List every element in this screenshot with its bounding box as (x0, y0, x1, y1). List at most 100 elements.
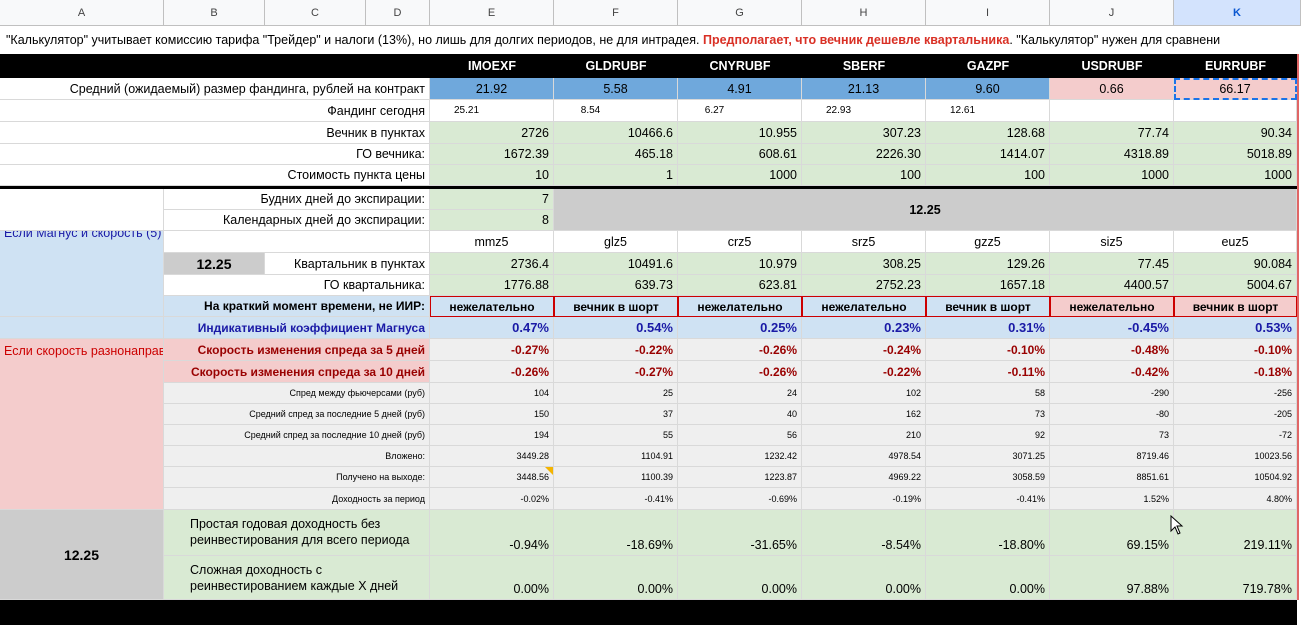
go-perp-cnyrubf[interactable]: 608.61 (678, 144, 802, 165)
avg-spread-10-eurrubf[interactable]: -72 (1174, 425, 1297, 446)
point-cost-sberf[interactable]: 100 (802, 165, 926, 186)
column-header-h[interactable]: H (802, 0, 926, 26)
speed10-usdrubf[interactable]: -0.42% (1050, 361, 1174, 383)
magnus-gldrubf[interactable]: 0.54% (554, 317, 678, 339)
code-glz5[interactable]: glz5 (554, 231, 678, 253)
funding-today-cnyrubf[interactable]: 6.27 (678, 100, 802, 122)
period-yield-label[interactable]: Доходность за период (164, 488, 430, 510)
avg-spread-10-sberf[interactable]: 210 (802, 425, 926, 446)
speed10-imoexf[interactable]: -0.26% (430, 361, 554, 383)
short-term-label[interactable]: На краткий момент времени, не ИИР: (164, 296, 430, 317)
received-eurrubf[interactable]: 10504.92 (1174, 467, 1297, 488)
quarterly-points-imoexf[interactable]: 2736.4 (430, 253, 554, 275)
simple-yield-eurrubf[interactable]: 219.11% (1174, 510, 1297, 556)
simple-yield-usdrubf[interactable]: 69.15% (1050, 510, 1174, 556)
invested-label[interactable]: Вложено: (164, 446, 430, 467)
perp-points-usdrubf[interactable]: 77.74 (1050, 122, 1174, 144)
go-quarterly-cnyrubf[interactable]: 623.81 (678, 275, 802, 296)
funding-today-usdrubf[interactable] (1050, 100, 1174, 122)
avg-funding-imoexf[interactable]: 21.92 (430, 78, 554, 100)
simple-yield-sberf[interactable]: -8.54% (802, 510, 926, 556)
invested-eurrubf[interactable]: 10023.56 (1174, 446, 1297, 467)
period-yield-gldrubf[interactable]: -0.41% (554, 488, 678, 510)
short-term-gazpf[interactable]: вечник в шорт (926, 296, 1050, 317)
period-yield-cnyrubf[interactable]: -0.69% (678, 488, 802, 510)
funding-today-gldrubf[interactable]: 8.54 (554, 100, 678, 122)
column-header-a[interactable]: A (0, 0, 164, 26)
magnus-usdrubf[interactable]: -0.45% (1050, 317, 1174, 339)
compound-yield-sberf[interactable]: 0.00% (802, 556, 926, 600)
avg-spread-10-label[interactable]: Средний спред за последние 10 дней (руб) (164, 425, 430, 446)
quarterly-points-label[interactable]: Квартальник в пунктах (265, 253, 430, 275)
received-usdrubf[interactable]: 8851.61 (1050, 467, 1174, 488)
left-blank-cell[interactable] (0, 189, 164, 231)
spread-gazpf[interactable]: 58 (926, 383, 1050, 404)
funding-today-sberf[interactable]: 22.93 (802, 100, 926, 122)
column-header-c[interactable]: C (265, 0, 366, 26)
received-gldrubf[interactable]: 1100.39 (554, 467, 678, 488)
perp-points-eurrubf[interactable]: 90.34 (1174, 122, 1297, 144)
code-mmz5[interactable]: mmz5 (430, 231, 554, 253)
perp-points-sberf[interactable]: 307.23 (802, 122, 926, 144)
perp-points-cnyrubf[interactable]: 10.955 (678, 122, 802, 144)
column-header-j[interactable]: J (1050, 0, 1174, 26)
ticker-eurrubf[interactable]: EURRUBF (1204, 59, 1267, 73)
invested-gldrubf[interactable]: 1104.91 (554, 446, 678, 467)
avg-spread-5-gldrubf[interactable]: 37 (554, 404, 678, 425)
invested-gazpf[interactable]: 3071.25 (926, 446, 1050, 467)
magnus-eurrubf[interactable]: 0.53% (1174, 317, 1297, 339)
speed10-gazpf[interactable]: -0.11% (926, 361, 1050, 383)
code-euz5[interactable]: euz5 (1174, 231, 1297, 253)
avg-spread-5-usdrubf[interactable]: -80 (1050, 404, 1174, 425)
spread-cnyrubf[interactable]: 24 (678, 383, 802, 404)
short-term-eurrubf[interactable]: вечник в шорт (1174, 296, 1297, 317)
avg-spread-5-label[interactable]: Средний спред за последние 5 дней (руб) (164, 404, 430, 425)
comment-marker-icon[interactable] (545, 467, 553, 475)
code-gzz5[interactable]: gzz5 (926, 231, 1050, 253)
ticker-imoexf[interactable]: IMOEXF (468, 59, 516, 73)
go-quarterly-imoexf[interactable]: 1776.88 (430, 275, 554, 296)
perp-points-gazpf[interactable]: 128.68 (926, 122, 1050, 144)
column-header-d[interactable]: D (366, 0, 430, 26)
simple-yield-imoexf[interactable]: -0.94% (430, 510, 554, 556)
magnus-sberf[interactable]: 0.23% (802, 317, 926, 339)
speed5-usdrubf[interactable]: -0.48% (1050, 339, 1174, 361)
received-cnyrubf[interactable]: 1223.87 (678, 467, 802, 488)
perp-points-gldrubf[interactable]: 10466.6 (554, 122, 678, 144)
period-yield-eurrubf[interactable]: 4.80% (1174, 488, 1297, 510)
avg-spread-10-gldrubf[interactable]: 55 (554, 425, 678, 446)
quarterly-points-eurrubf[interactable]: 90.084 (1174, 253, 1297, 275)
perp-points-imoexf[interactable]: 2726 (430, 122, 554, 144)
compound-yield-eurrubf[interactable]: 719.78% (1174, 556, 1297, 600)
short-term-usdrubf[interactable]: нежелательно (1050, 296, 1174, 317)
avg-spread-10-usdrubf[interactable]: 73 (1050, 425, 1174, 446)
speed10-eurrubf[interactable]: -0.18% (1174, 361, 1297, 383)
magnus-gazpf[interactable]: 0.31% (926, 317, 1050, 339)
column-header-b[interactable]: B (164, 0, 265, 26)
speed-note-cell[interactable]: Если скорость разнонаправлена, тренд спр… (0, 339, 164, 510)
speed5-eurrubf[interactable]: -0.10% (1174, 339, 1297, 361)
magnus-note-cell[interactable]: Если Магнус и скорость (5) имеют разные … (0, 231, 164, 317)
point-cost-gldrubf[interactable]: 1 (554, 165, 678, 186)
spread-imoexf[interactable]: 104 (430, 383, 554, 404)
quarterly-points-usdrubf[interactable]: 77.45 (1050, 253, 1174, 275)
business-days-value[interactable]: 7 (430, 189, 554, 210)
speed10-sberf[interactable]: -0.22% (802, 361, 926, 383)
avg-funding-cnyrubf[interactable]: 4.91 (678, 78, 802, 100)
bottom-date-cell[interactable]: 12.25 (0, 510, 164, 600)
point-cost-imoexf[interactable]: 10 (430, 165, 554, 186)
magnus-label[interactable]: Индикативный коэффициент Магнуса (164, 317, 430, 339)
spread-gldrubf[interactable]: 25 (554, 383, 678, 404)
go-quarterly-sberf[interactable]: 2752.23 (802, 275, 926, 296)
go-perp-usdrubf[interactable]: 4318.89 (1050, 144, 1174, 165)
simple-yield-gldrubf[interactable]: -18.69% (554, 510, 678, 556)
avg-funding-gazpf[interactable]: 9.60 (926, 78, 1050, 100)
go-perp-label[interactable]: ГО вечника: (0, 144, 430, 165)
compound-yield-gazpf[interactable]: 0.00% (926, 556, 1050, 600)
simple-yield-gazpf[interactable]: -18.80% (926, 510, 1050, 556)
received-sberf[interactable]: 4969.22 (802, 467, 926, 488)
calendar-days-value[interactable]: 8 (430, 210, 554, 231)
quarterly-points-cnyrubf[interactable]: 10.979 (678, 253, 802, 275)
period-yield-gazpf[interactable]: -0.41% (926, 488, 1050, 510)
business-days-label[interactable]: Будних дней до экспирации: (164, 189, 430, 210)
